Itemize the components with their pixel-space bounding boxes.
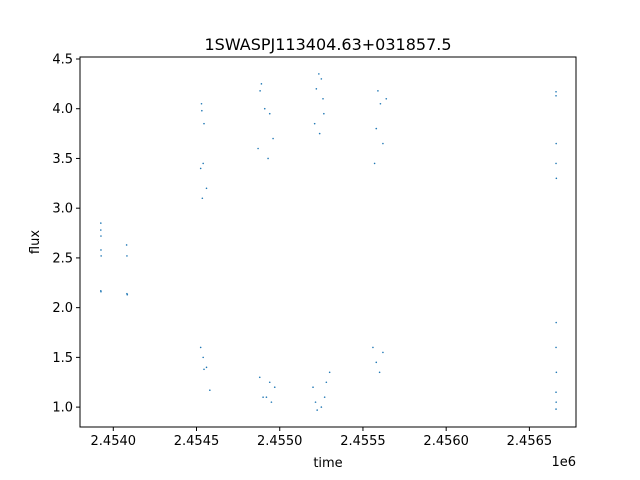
data-point	[315, 88, 318, 90]
data-point	[201, 197, 204, 200]
data-point	[555, 408, 557, 410]
data-point	[555, 371, 558, 374]
data-point	[257, 147, 259, 150]
data-point	[328, 371, 331, 374]
data-point	[202, 356, 204, 359]
data-point	[200, 102, 203, 105]
data-point	[372, 346, 374, 349]
data-point	[100, 255, 102, 257]
y-tick-label: 4.5	[52, 52, 73, 67]
x-axis-offset-label: 1e6	[551, 455, 576, 470]
data-point	[100, 290, 102, 293]
y-tick-label: 2.0	[52, 301, 73, 316]
x-axis-label: time	[313, 456, 342, 471]
x-tick-label: 2.4545	[174, 434, 220, 449]
x-tick-label: 2.4560	[423, 434, 469, 449]
data-point	[268, 381, 271, 384]
data-point	[320, 406, 323, 408]
data-point	[267, 157, 269, 160]
data-point	[325, 381, 328, 384]
data-point	[199, 167, 202, 170]
data-point	[202, 162, 204, 165]
data-point	[100, 249, 102, 251]
y-axis-label: flux	[28, 230, 43, 254]
data-point	[203, 368, 205, 371]
data-point	[259, 90, 261, 92]
data-point	[270, 401, 273, 403]
data-point	[385, 97, 388, 100]
chart-title: 1SWASPJ113404.63+031857.5	[204, 35, 451, 54]
data-point	[379, 102, 382, 105]
data-point	[555, 162, 557, 165]
y-tick-label: 1.5	[52, 351, 73, 366]
data-point	[555, 142, 557, 145]
y-tick-label: 3.0	[52, 202, 73, 217]
data-point	[205, 187, 208, 190]
data-point	[322, 97, 324, 100]
data-point	[126, 255, 128, 257]
data-point	[555, 321, 557, 324]
data-point	[201, 109, 203, 112]
data-point	[265, 396, 268, 398]
x-axis-ticks: 2.4540 2.4545 2.4550 2.4555 2.4560 2.4565	[91, 427, 553, 449]
y-axis-ticks: 1.0 1.5 2.0 2.5 3.0 3.5 4.0 4.5	[52, 52, 80, 416]
y-tick-label: 1.0	[52, 401, 73, 416]
data-point	[100, 229, 102, 231]
data-point	[203, 122, 205, 125]
x-tick-label: 2.4555	[340, 434, 386, 449]
x-tick-label: 2.4540	[91, 434, 137, 449]
data-point	[375, 361, 378, 364]
data-point	[382, 351, 384, 354]
data-point	[382, 142, 384, 145]
data-point	[258, 376, 261, 379]
data-point	[555, 91, 557, 93]
data-point	[209, 389, 211, 392]
data-point	[313, 122, 316, 125]
data-point	[268, 112, 271, 115]
x-tick-label: 2.4565	[507, 434, 553, 449]
data-point	[555, 391, 557, 393]
data-point	[199, 346, 202, 349]
data-point	[100, 235, 102, 237]
scatter-points	[100, 73, 558, 411]
data-point	[272, 137, 274, 140]
data-point	[377, 90, 379, 92]
data-point	[100, 222, 102, 224]
data-point	[260, 83, 263, 85]
data-point	[205, 366, 208, 369]
plot-frame	[79, 56, 577, 428]
data-point	[126, 293, 129, 296]
data-point	[555, 94, 557, 97]
data-point	[312, 386, 314, 389]
data-point	[555, 177, 558, 180]
y-tick-label: 2.5	[52, 251, 73, 266]
data-point	[314, 401, 317, 403]
y-tick-label: 3.5	[52, 152, 73, 167]
data-point	[273, 386, 276, 389]
data-point	[555, 346, 557, 349]
y-tick-label: 4.0	[52, 102, 73, 117]
data-point	[318, 132, 321, 135]
data-point	[323, 396, 326, 398]
data-point	[373, 162, 376, 165]
data-point	[378, 371, 381, 374]
data-point	[125, 244, 128, 246]
data-point	[555, 401, 557, 403]
data-point	[323, 112, 325, 115]
data-point	[263, 107, 266, 110]
data-point	[316, 409, 318, 411]
data-point	[262, 396, 264, 398]
data-point	[318, 73, 320, 75]
data-point	[320, 78, 323, 80]
x-tick-label: 2.4550	[257, 434, 303, 449]
data-point	[375, 127, 378, 130]
